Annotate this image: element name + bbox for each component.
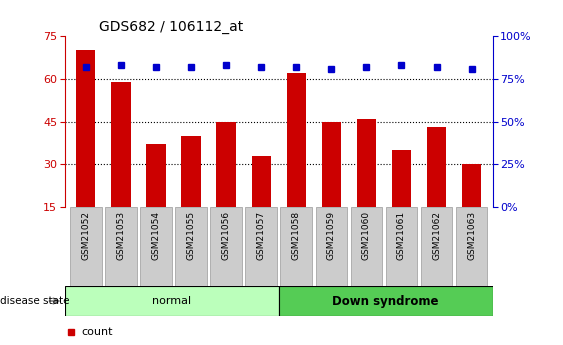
Bar — [146, 144, 166, 207]
FancyBboxPatch shape — [280, 207, 312, 286]
Bar — [321, 121, 341, 207]
Text: disease state: disease state — [0, 296, 69, 306]
Text: GSM21055: GSM21055 — [186, 211, 195, 260]
FancyBboxPatch shape — [211, 207, 242, 286]
Bar — [65, 286, 279, 316]
Bar — [392, 150, 411, 207]
FancyBboxPatch shape — [421, 207, 452, 286]
FancyBboxPatch shape — [105, 207, 137, 286]
Bar — [287, 73, 306, 207]
Bar — [427, 127, 446, 207]
Bar — [181, 136, 200, 207]
FancyBboxPatch shape — [140, 207, 172, 286]
Text: GSM21060: GSM21060 — [362, 211, 371, 260]
Bar — [216, 121, 236, 207]
FancyBboxPatch shape — [315, 207, 347, 286]
Text: GSM21063: GSM21063 — [467, 211, 476, 260]
Bar — [252, 156, 271, 207]
Bar — [357, 119, 376, 207]
Text: Down syndrome: Down syndrome — [332, 295, 439, 307]
Text: GSM21054: GSM21054 — [151, 211, 160, 260]
Bar — [111, 82, 131, 207]
Text: count: count — [82, 327, 113, 337]
FancyBboxPatch shape — [386, 207, 417, 286]
Bar — [462, 164, 481, 207]
Text: GSM21061: GSM21061 — [397, 211, 406, 260]
Text: normal: normal — [152, 296, 191, 306]
FancyBboxPatch shape — [456, 207, 488, 286]
Bar — [76, 50, 96, 207]
Text: GSM21059: GSM21059 — [327, 211, 336, 260]
Text: GSM21062: GSM21062 — [432, 211, 441, 260]
Text: GSM21052: GSM21052 — [81, 211, 90, 260]
FancyBboxPatch shape — [245, 207, 277, 286]
Bar — [279, 286, 493, 316]
Text: GSM21057: GSM21057 — [257, 211, 266, 260]
FancyBboxPatch shape — [351, 207, 382, 286]
Text: GSM21058: GSM21058 — [292, 211, 301, 260]
FancyBboxPatch shape — [175, 207, 207, 286]
FancyBboxPatch shape — [70, 207, 101, 286]
Text: GSM21056: GSM21056 — [222, 211, 231, 260]
Text: GSM21053: GSM21053 — [117, 211, 126, 260]
Text: GDS682 / 106112_at: GDS682 / 106112_at — [99, 20, 243, 34]
